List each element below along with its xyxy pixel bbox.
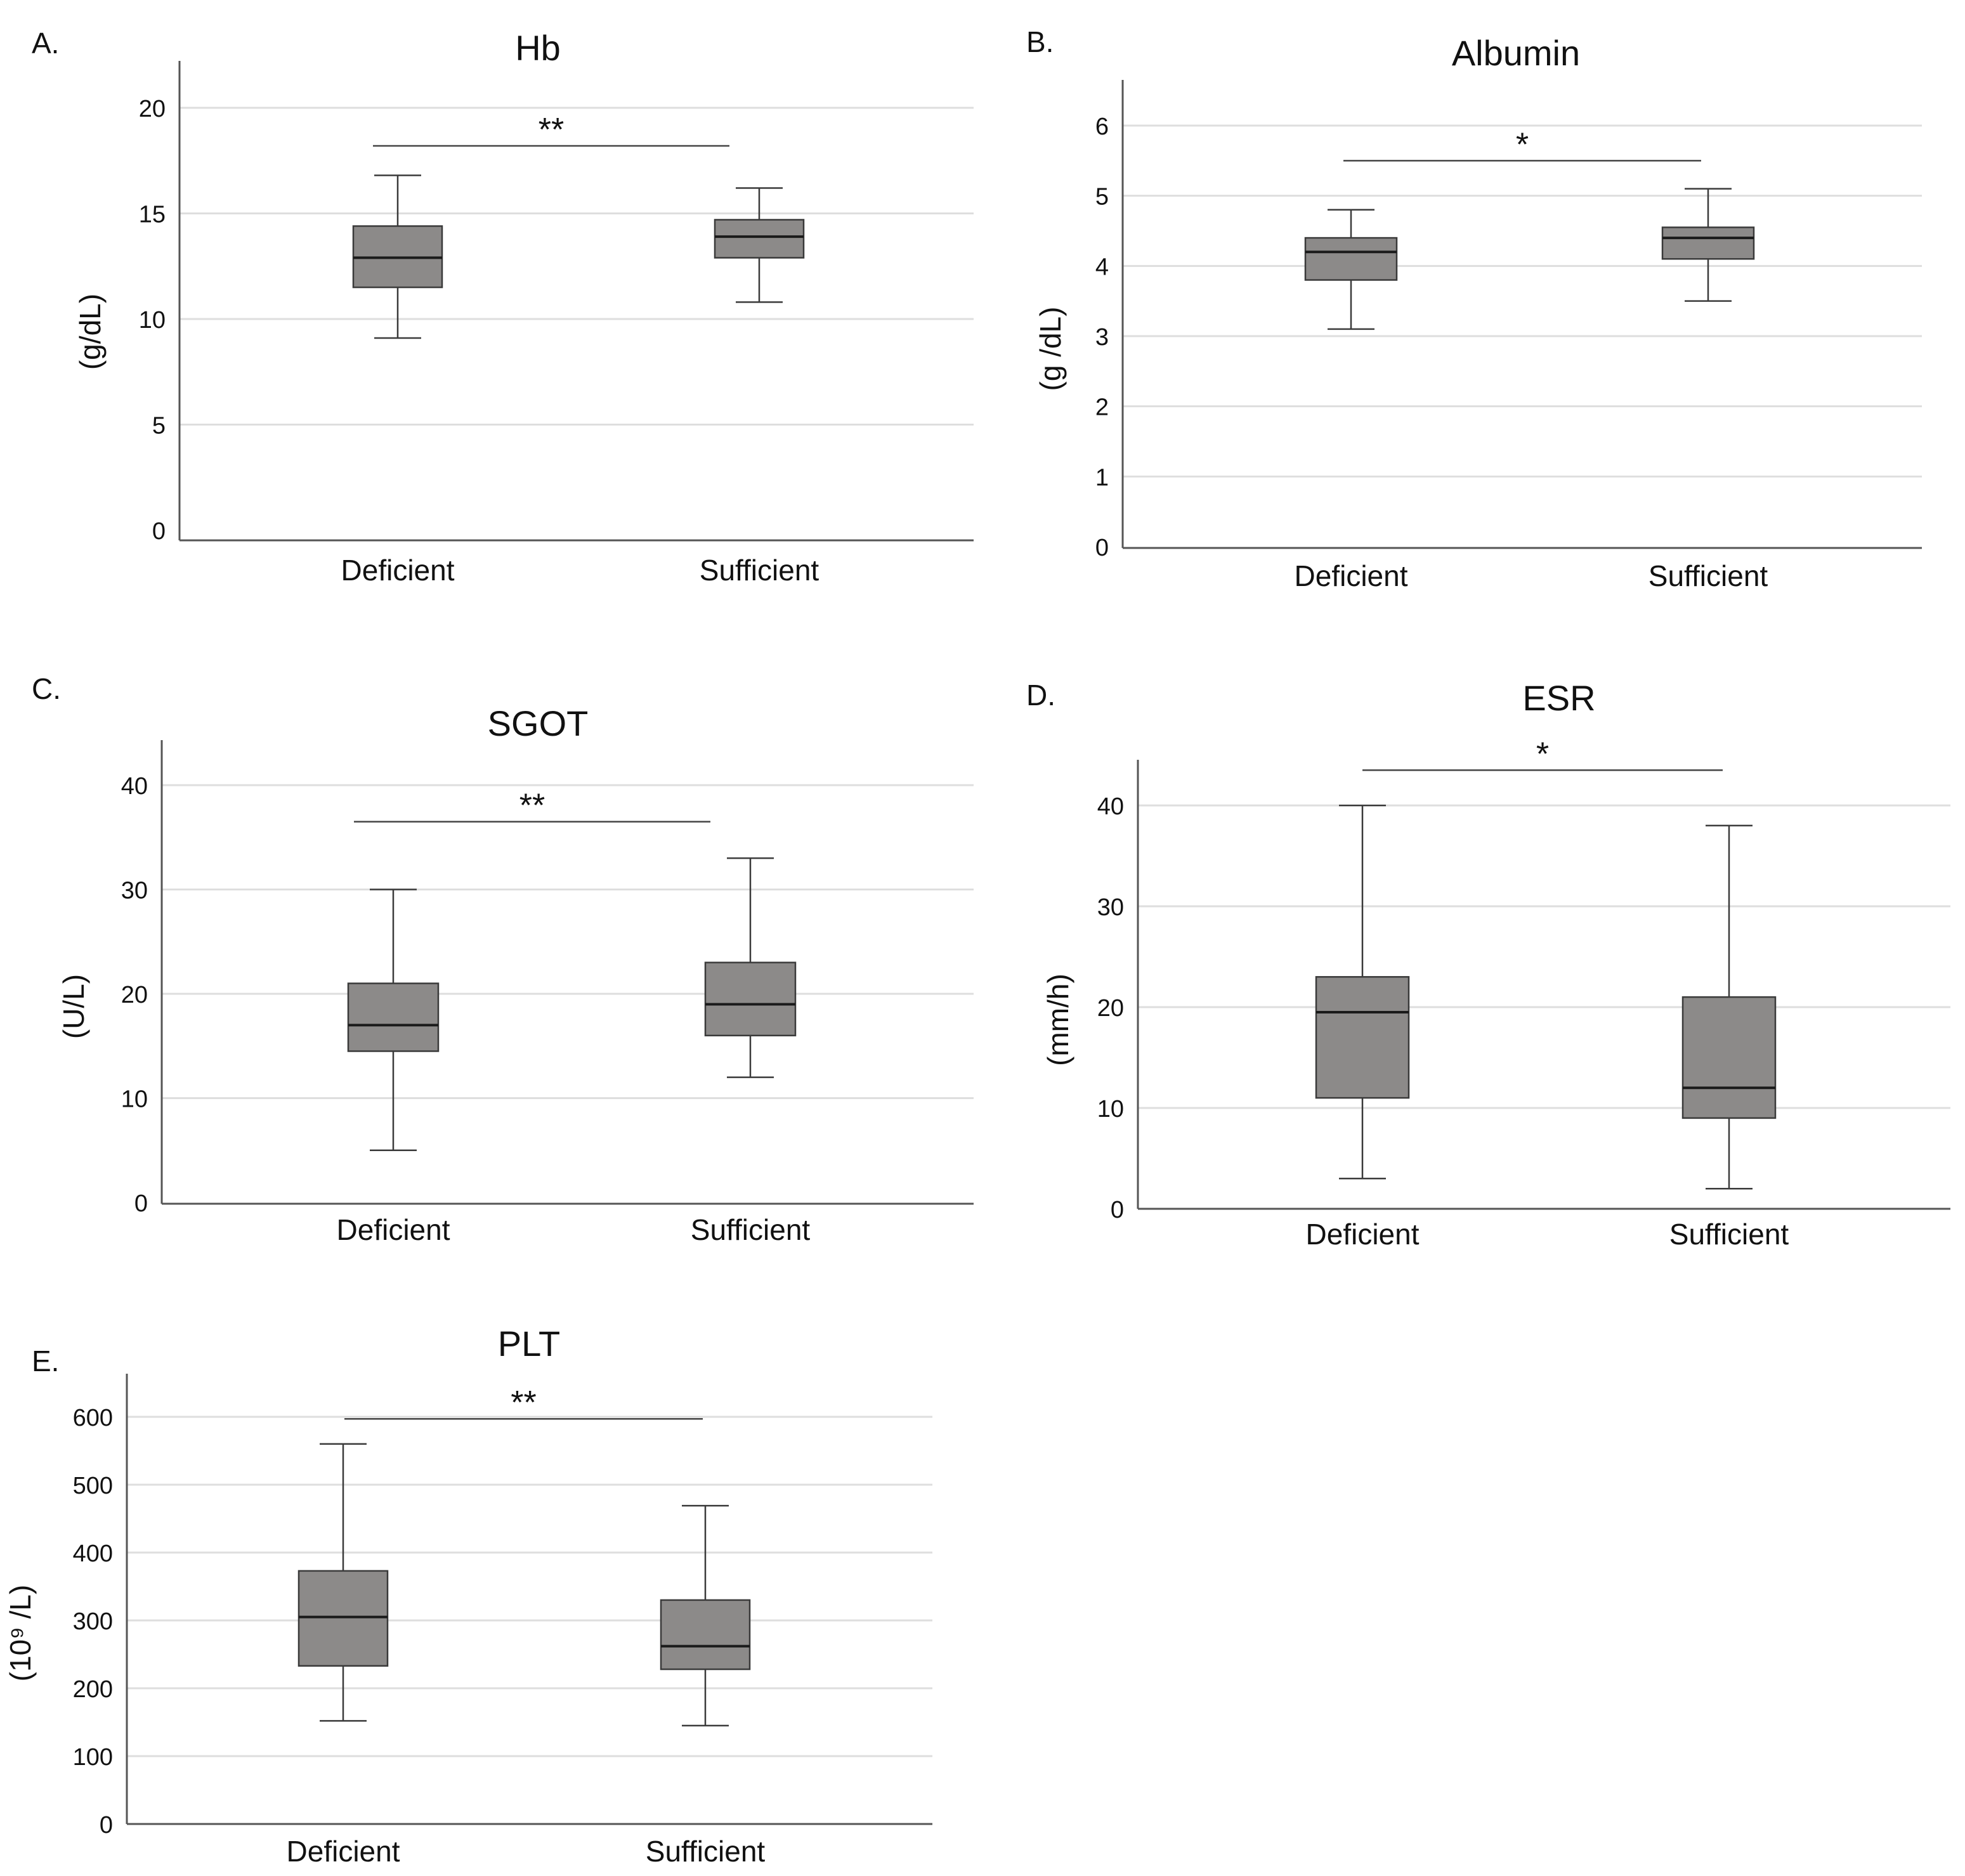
box-iqr: [347, 982, 440, 1052]
x-tick-label: Deficient: [341, 554, 455, 587]
y-tick-label: 2: [1095, 394, 1109, 421]
y-tick-label: 600: [73, 1405, 113, 1431]
panel-label: E.: [32, 1345, 59, 1378]
y-tick-label: 6: [1095, 114, 1109, 140]
y-axis-label: (mm/h): [1041, 974, 1074, 1066]
y-tick-label: 40: [121, 773, 148, 800]
y-tick-label: 10: [139, 307, 166, 334]
x-tick-label: Deficient: [1295, 559, 1408, 592]
box-sufficient: [1681, 824, 1777, 1190]
significance-label: **: [511, 1384, 536, 1421]
y-tick-label: 20: [121, 982, 148, 1008]
y-tick-label: 300: [73, 1608, 113, 1635]
box-iqr: [704, 961, 797, 1037]
box-iqr: [1681, 996, 1777, 1119]
box-sufficient: [704, 857, 797, 1078]
y-tick-label: 3: [1095, 324, 1109, 351]
chart-hb: A. Hb 0 5 10 15 20 (g/dL) Deficient Sufficient **: [32, 27, 974, 587]
x-tick-label: Deficient: [337, 1213, 450, 1246]
x-tick-label: Deficient: [1306, 1218, 1420, 1251]
y-tick-label: 10: [1097, 1096, 1124, 1123]
box-sufficient: [714, 187, 805, 303]
box-iqr: [660, 1599, 751, 1671]
y-tick-label: 30: [1097, 894, 1124, 921]
x-tick-label: Sufficient: [646, 1835, 766, 1868]
y-tick-label: 0: [1111, 1197, 1124, 1223]
chart-title: ESR: [1522, 678, 1595, 718]
y-tick-label: 40: [1097, 793, 1124, 820]
y-tick-label: 400: [73, 1541, 113, 1567]
y-tick-label: 20: [1097, 995, 1124, 1022]
box-deficient: [1315, 804, 1410, 1180]
chart-title: Albumin: [1452, 33, 1580, 73]
y-axis-label: (10⁹ /L): [4, 1585, 37, 1682]
x-tick-label: Sufficient: [691, 1213, 811, 1246]
chart-plt: E. PLT 0 100 200 300 400 500 600 (10⁹ /L) Deficien…: [4, 1324, 932, 1868]
panel-label: B.: [1026, 25, 1054, 58]
y-tick-label: 1: [1095, 464, 1109, 491]
y-tick-label: 500: [73, 1473, 113, 1499]
panel-label: A.: [32, 27, 59, 60]
box-sufficient: [1661, 188, 1755, 302]
x-tick-label: Deficient: [287, 1835, 400, 1868]
box-iqr: [297, 1570, 389, 1667]
box-deficient: [297, 1443, 389, 1722]
box-iqr: [714, 219, 805, 259]
y-tick-label: 0: [152, 518, 166, 545]
y-tick-label: 0: [134, 1190, 148, 1217]
x-tick-label: Sufficient: [700, 554, 819, 587]
chart-title: SGOT: [488, 703, 589, 743]
y-tick-label: 0: [100, 1812, 113, 1839]
y-tick-label: 200: [73, 1676, 113, 1703]
chart-title: PLT: [498, 1324, 561, 1364]
y-tick-label: 5: [152, 413, 166, 440]
y-tick-label: 15: [139, 202, 166, 228]
significance-label: **: [539, 112, 564, 148]
significance-label: *: [1536, 736, 1549, 772]
box-deficient: [1304, 209, 1398, 330]
y-axis-label: (g /dL): [1034, 307, 1067, 391]
panel-label: C.: [32, 672, 61, 705]
chart-esr: D. ESR 0 10 20 30 40 (mm/h) Deficient Sufficient *: [1026, 678, 1950, 1251]
significance-label: *: [1516, 126, 1529, 163]
box-iqr: [1304, 237, 1398, 281]
y-tick-label: 30: [121, 878, 148, 904]
chart-sgot: C. SGOT 0 10 20 30 40 (U/L) Deficient Sufficient *…: [32, 672, 974, 1246]
y-tick-label: 5: [1095, 184, 1109, 211]
y-tick-label: 10: [121, 1086, 148, 1113]
significance-label: **: [519, 788, 545, 824]
box-iqr: [1315, 976, 1410, 1099]
x-tick-label: Sufficient: [1669, 1218, 1789, 1251]
box-iqr: [1661, 226, 1755, 260]
box-sufficient: [660, 1504, 751, 1727]
x-tick-label: Sufficient: [1648, 559, 1768, 592]
y-tick-label: 4: [1095, 254, 1109, 280]
chart-title: Hb: [515, 28, 561, 68]
box-deficient: [347, 889, 440, 1151]
y-axis-label: (g/dL): [74, 294, 107, 370]
panel-label: D.: [1026, 679, 1055, 712]
y-tick-label: 20: [139, 96, 166, 122]
y-tick-label: 0: [1095, 535, 1109, 561]
y-tick-label: 100: [73, 1744, 113, 1771]
y-axis-label: (U/L): [57, 974, 90, 1039]
box-deficient: [352, 174, 443, 339]
chart-albumin: B. Albumin 0 1 2 3 4 5 6 (g /dL) Deficient Sufficie…: [1026, 25, 1922, 592]
